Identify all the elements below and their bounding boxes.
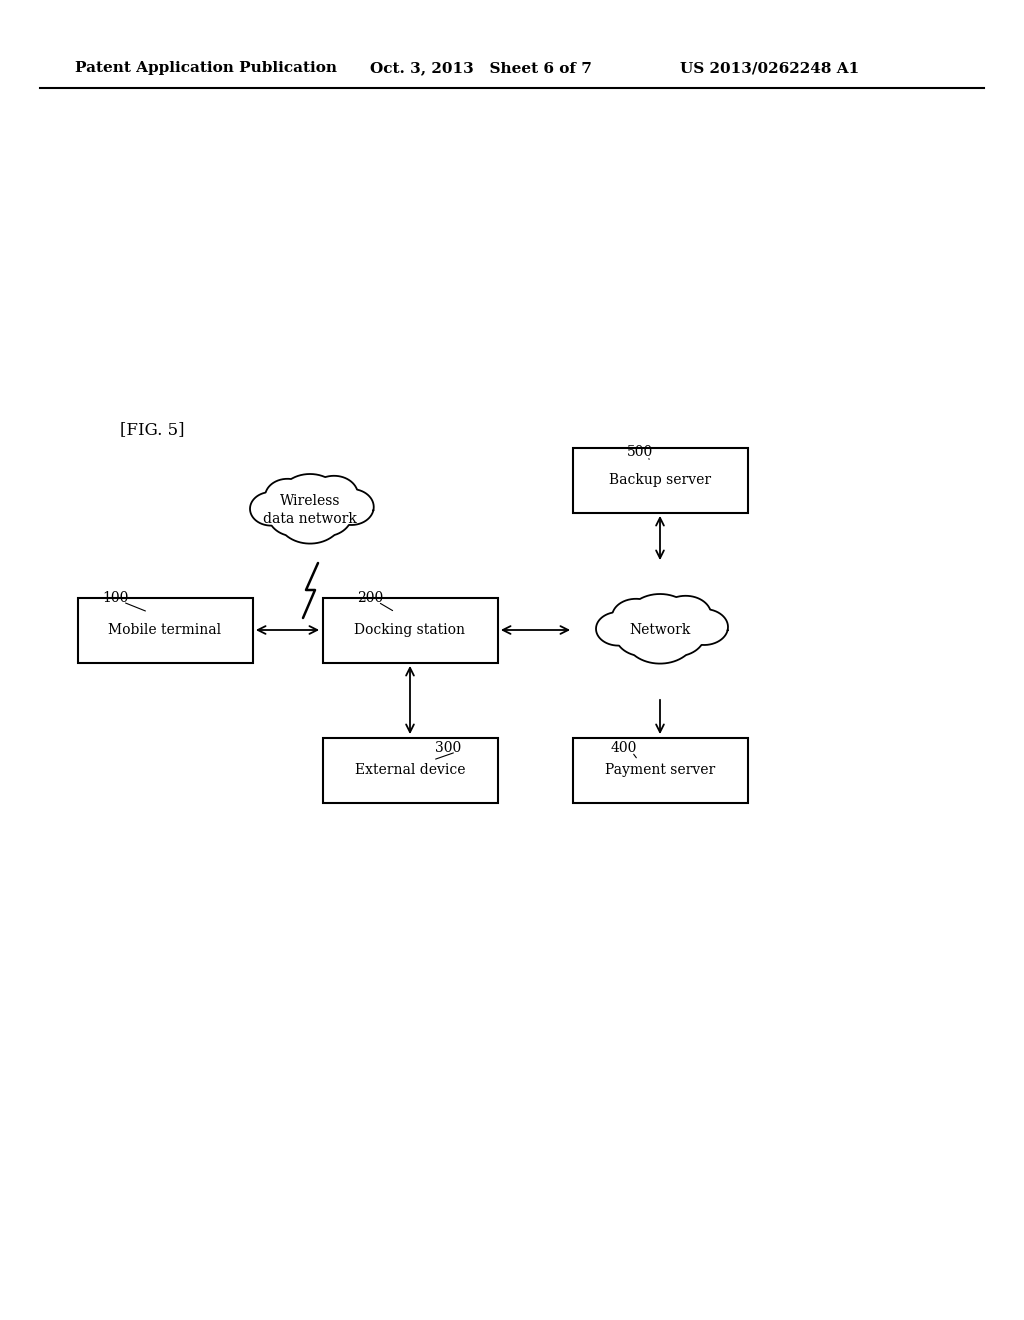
FancyBboxPatch shape (323, 738, 498, 803)
FancyBboxPatch shape (323, 598, 498, 663)
FancyBboxPatch shape (572, 738, 748, 803)
Text: Wireless
data network: Wireless data network (263, 494, 357, 527)
Text: 300: 300 (435, 741, 461, 755)
Text: 200: 200 (357, 591, 383, 605)
FancyBboxPatch shape (572, 447, 748, 512)
Polygon shape (596, 594, 728, 664)
Text: Backup server: Backup server (609, 473, 711, 487)
Text: [FIG. 5]: [FIG. 5] (120, 421, 184, 438)
Text: Oct. 3, 2013   Sheet 6 of 7: Oct. 3, 2013 Sheet 6 of 7 (370, 61, 592, 75)
Text: External device: External device (354, 763, 465, 777)
Text: 500: 500 (627, 445, 653, 459)
Text: 400: 400 (610, 741, 637, 755)
Text: Mobile terminal: Mobile terminal (109, 623, 221, 638)
Text: Network: Network (630, 623, 690, 638)
FancyBboxPatch shape (78, 598, 253, 663)
Text: Docking station: Docking station (354, 623, 466, 638)
Text: Patent Application Publication: Patent Application Publication (75, 61, 337, 75)
Polygon shape (250, 474, 374, 544)
Text: 100: 100 (101, 591, 128, 605)
Text: Payment server: Payment server (605, 763, 715, 777)
Text: US 2013/0262248 A1: US 2013/0262248 A1 (680, 61, 859, 75)
